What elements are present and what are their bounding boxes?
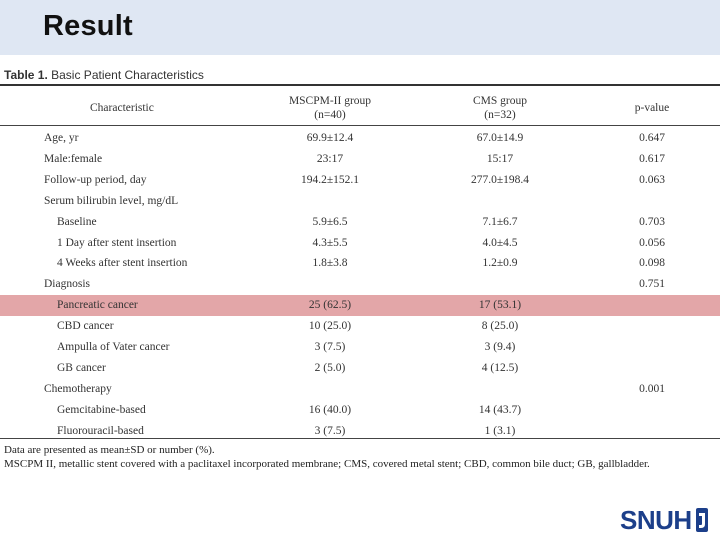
table-row: 1 Day after stent insertion 4.3±5.5 4.0±4.… (0, 233, 720, 254)
row-cms-value: 1 (3.1) (484, 424, 516, 437)
header-group2: CMS group (n=32) (430, 94, 570, 122)
table-caption: Table 1. Basic Patient Characteristics (4, 68, 204, 82)
row-mscpm-value: 4.3±5.5 (312, 236, 348, 249)
snuh-emblem-icon (695, 507, 709, 533)
row-pvalue: 0.647 (639, 132, 665, 144)
row-cms-value: 277.0±198.4 (470, 173, 530, 186)
snuh-logo: SNUH (620, 505, 709, 535)
row-pvalue: 0.098 (639, 257, 665, 270)
row-cms-value: 3 (9.4) (484, 341, 516, 353)
row-mscpm-value: 5.9±6.5 (312, 215, 348, 228)
row-label: Fluorouracil-based (57, 424, 144, 437)
row-label: Male:female (44, 152, 103, 165)
table-footnote-data: Data are presented as mean±SD or number … (4, 444, 215, 456)
row-cms-value: 4 (12.5) (481, 361, 519, 374)
header-group1-name: MSCPM-II group (288, 95, 372, 107)
table-row: Gemcitabine-based 16 (40.0) 14 (43.7) (0, 400, 720, 421)
table-row: 4 Weeks after stent insertion 1.8±3.8 1.2±… (0, 253, 720, 274)
table-row: Fluorouracil-based 3 (7.5) 1 (3.1) (0, 421, 720, 442)
row-mscpm-value: 194.2±152.1 (300, 173, 360, 186)
header-group2-n: (n=32) (484, 109, 516, 121)
table-row: Ampulla of Vater cancer 3 (7.5) 3 (9.4) (0, 337, 720, 358)
table-caption-prefix: Table 1. (4, 68, 48, 82)
table-caption-text: Basic Patient Characteristics (47, 68, 204, 82)
row-label: Age, yr (44, 132, 79, 144)
row-cms-value: 8 (25.0) (481, 320, 519, 333)
row-cms-value: 67.0±14.9 (476, 132, 524, 144)
row-cms-value: 1.2±0.9 (482, 257, 518, 270)
row-mscpm-value: 69.9±12.4 (306, 132, 354, 144)
table-header-rule (0, 125, 720, 126)
table-row: Baseline 5.9±6.5 7.1±6.7 0.703 (0, 212, 720, 233)
row-cms-value: 4.0±4.5 (482, 236, 518, 249)
table-top-rule (0, 84, 720, 86)
row-label: Gemcitabine-based (57, 403, 146, 416)
row-label: 4 Weeks after stent insertion (57, 257, 188, 270)
row-label: CBD cancer (57, 320, 114, 333)
row-pvalue: 0.056 (639, 236, 665, 249)
table-row: Male:female 23:17 15:17 0.617 (0, 149, 720, 170)
row-pvalue: 0.001 (639, 382, 665, 395)
table-row: Follow-up period, day 194.2±152.1 277.0±19… (0, 170, 720, 191)
row-mscpm-value: 3 (7.5) (314, 341, 346, 353)
row-pvalue: 0.751 (639, 278, 665, 291)
row-label: GB cancer (57, 361, 106, 374)
row-label: Ampulla of Vater cancer (57, 341, 170, 353)
row-label: Chemotherapy (44, 382, 112, 395)
table-row: Diagnosis 0.751 (0, 274, 720, 295)
table-row-highlighted: Pancreatic cancer 25 (62.5) 17 (53.1) (0, 295, 720, 317)
row-mscpm-value: 10 (25.0) (308, 320, 352, 333)
row-cms-value: 14 (43.7) (478, 403, 522, 416)
table-footnote-abbreviations: MSCPM II, metallic stent covered with a … (4, 458, 650, 470)
row-mscpm-value: 25 (62.5) (308, 299, 352, 312)
row-label: Serum bilirubin level, mg/dL (44, 194, 179, 207)
header-group1: MSCPM-II group (n=40) (260, 94, 400, 122)
table-row: Chemotherapy 0.001 (0, 379, 720, 400)
row-pvalue: 0.703 (639, 215, 665, 228)
table-row: Serum bilirubin level, mg/dL (0, 191, 720, 212)
row-label: Pancreatic cancer (57, 299, 138, 312)
table-row: CBD cancer 10 (25.0) 8 (25.0) (0, 316, 720, 337)
row-label: Baseline (57, 215, 97, 228)
row-mscpm-value: 2 (5.0) (314, 361, 346, 374)
row-pvalue: 0.063 (639, 173, 665, 186)
header-pvalue: p-value (634, 102, 670, 114)
snuh-logo-text: SNUH (620, 504, 692, 535)
row-mscpm-value: 3 (7.5) (314, 424, 346, 437)
row-cms-value: 7.1±6.7 (482, 215, 518, 228)
row-mscpm-value: 1.8±3.8 (312, 257, 348, 270)
row-cms-value: 15:17 (486, 152, 514, 165)
row-label: Follow-up period, day (44, 173, 147, 186)
table-row: GB cancer 2 (5.0) 4 (12.5) (0, 358, 720, 379)
slide-header-band (0, 0, 720, 55)
table-row: Age, yr 69.9±12.4 67.0±14.9 0.647 (0, 128, 720, 149)
header-characteristic: Characteristic (90, 102, 154, 114)
row-mscpm-value: 23:17 (316, 152, 344, 165)
row-label: Diagnosis (44, 278, 90, 291)
row-pvalue: 0.617 (639, 152, 665, 165)
row-mscpm-value: 16 (40.0) (308, 403, 352, 416)
table-bottom-rule (0, 438, 720, 439)
header-group1-n: (n=40) (314, 109, 346, 121)
header-group2-name: CMS group (473, 95, 527, 107)
row-cms-value: 17 (53.1) (478, 299, 522, 312)
row-label: 1 Day after stent insertion (57, 236, 177, 249)
slide-title: Result (43, 10, 133, 42)
